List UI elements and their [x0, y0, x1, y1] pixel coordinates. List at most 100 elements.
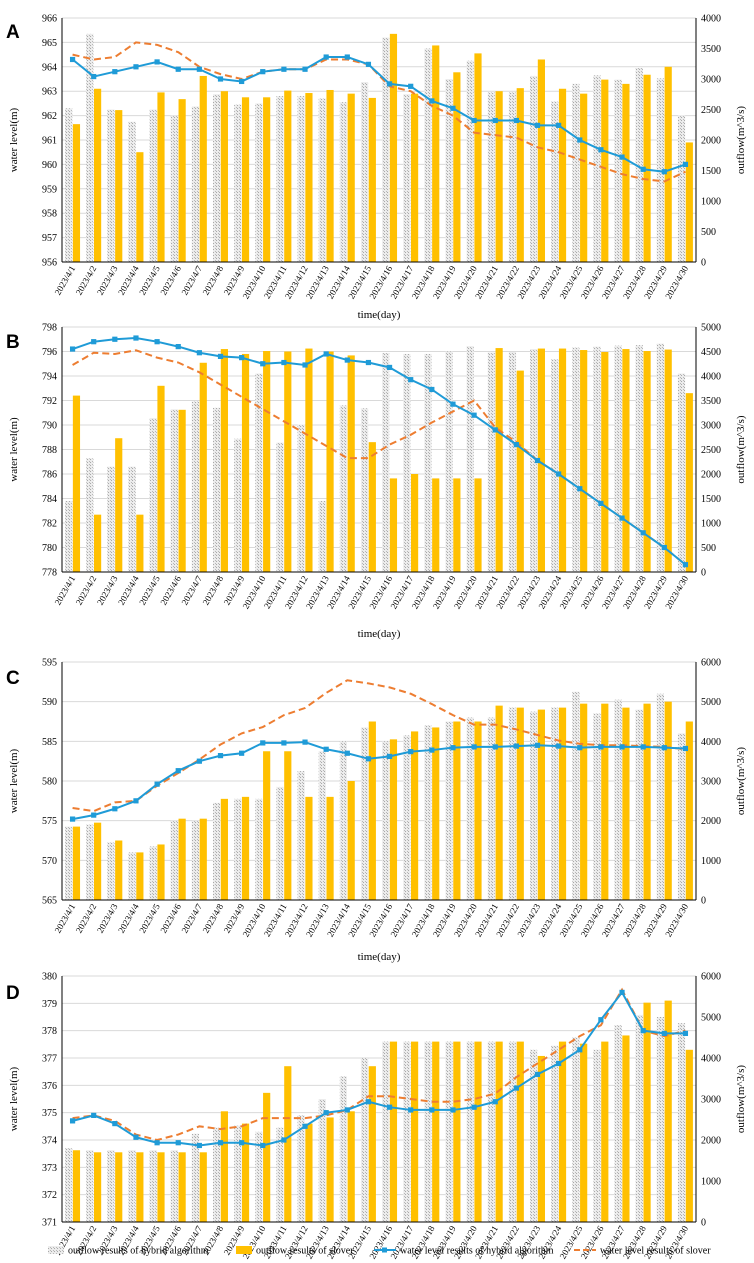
- panel-label: D: [6, 983, 20, 1004]
- marker-hybrid-water-level: [556, 122, 562, 128]
- marker-hybrid-water-level: [112, 806, 118, 812]
- marker-hybrid-water-level: [365, 359, 372, 366]
- marker-hybrid-water-level: [471, 412, 477, 418]
- bar-solver-outflow: [516, 370, 524, 572]
- bar-hybrid-outflow: [551, 359, 559, 572]
- bar-hybrid-outflow: [466, 717, 474, 900]
- y-axis-title: water level(m): [8, 417, 20, 482]
- bar-solver-outflow: [305, 796, 313, 900]
- y-tick-label: 376: [42, 1081, 57, 1092]
- bar-solver-outflow: [263, 351, 271, 572]
- marker-hybrid-water-level: [534, 1071, 541, 1077]
- bar-hybrid-outflow: [635, 1014, 643, 1222]
- bar-solver-outflow: [516, 1041, 524, 1222]
- bar-solver-outflow: [178, 409, 186, 572]
- bar-hybrid-outflow: [487, 1041, 495, 1222]
- y-tick-label: 965: [42, 38, 57, 49]
- bar-solver-outflow: [537, 1055, 545, 1222]
- bar-solver-outflow: [558, 88, 567, 262]
- marker-hybrid-water-level: [302, 362, 308, 368]
- marker-hybrid-water-level: [196, 758, 202, 764]
- bar-hybrid-outflow: [149, 846, 157, 900]
- bar-hybrid-outflow: [128, 121, 136, 262]
- legend-item-hybrid-outflow: outflow results of hybrid algorithm: [48, 1246, 209, 1257]
- bar-solver-outflow: [115, 1152, 123, 1222]
- bar-hybrid-outflow: [297, 96, 305, 262]
- bar-hybrid-outflow: [445, 721, 453, 900]
- y-tick-label: 585: [42, 737, 57, 748]
- y-tick-label: 798: [42, 323, 57, 334]
- bar-solver-outflow: [432, 1041, 440, 1222]
- marker-hybrid-water-level: [239, 750, 245, 756]
- legend-label: outflow results of hybrid algorithm: [68, 1246, 209, 1257]
- marker-hybrid-water-level: [344, 1107, 350, 1113]
- bar-solver-outflow: [411, 474, 419, 572]
- bar-solver-outflow: [72, 826, 81, 900]
- bar-solver-outflow: [453, 478, 461, 572]
- bar-hybrid-outflow: [466, 1041, 474, 1222]
- marker-hybrid-water-level: [91, 339, 97, 345]
- bar-hybrid-outflow: [339, 741, 347, 900]
- bar-hybrid-outflow: [635, 68, 643, 263]
- marker-hybrid-water-level: [175, 344, 181, 350]
- bar-solver-outflow: [284, 1066, 292, 1222]
- bar-hybrid-outflow: [424, 1041, 432, 1222]
- y-tick-label: 780: [42, 543, 57, 554]
- bar-solver-outflow: [220, 798, 228, 900]
- marker-hybrid-water-level: [682, 1030, 689, 1036]
- y-tick-label: 570: [42, 856, 57, 867]
- marker-hybrid-water-level: [513, 1085, 519, 1091]
- y2-tick-label: 1500: [701, 166, 721, 177]
- marker-hybrid-water-level: [513, 442, 519, 448]
- bar-solver-outflow: [453, 721, 461, 900]
- marker-hybrid-water-level: [260, 69, 266, 75]
- marker-hybrid-water-level: [323, 1110, 329, 1116]
- bar-hybrid-outflow: [170, 115, 178, 262]
- y2-tick-label: 3500: [701, 44, 721, 55]
- y-tick-label: 957: [42, 233, 57, 244]
- marker-hybrid-water-level: [69, 816, 76, 822]
- marker-hybrid-water-level: [492, 427, 498, 433]
- bar-solver-outflow: [263, 751, 271, 900]
- bar-solver-outflow: [495, 1041, 503, 1222]
- bar-solver-outflow: [601, 351, 609, 572]
- bar-solver-outflow: [94, 88, 102, 262]
- bar-solver-outflow: [326, 796, 334, 900]
- bar-solver-outflow: [347, 1111, 355, 1222]
- marker-hybrid-water-level: [408, 83, 414, 89]
- marker-hybrid-water-level: [534, 122, 541, 128]
- marker-hybrid-water-level: [619, 989, 625, 995]
- marker-hybrid-water-level: [196, 66, 202, 72]
- chart-panels: A 956 957 958 959 960 961 962 963 964 965 966 0 500 10…: [6, 14, 747, 1261]
- bar-solver-outflow: [178, 1152, 186, 1222]
- bar-solver-outflow: [157, 92, 165, 262]
- y2-tick-label: 4000: [701, 1054, 721, 1065]
- marker-hybrid-water-level: [513, 743, 519, 749]
- marker-hybrid-water-level: [598, 744, 604, 750]
- y-tick-label: 374: [42, 1136, 57, 1147]
- bar-hybrid-outflow: [65, 826, 73, 900]
- marker-hybrid-water-level: [344, 357, 350, 363]
- marker-hybrid-water-level: [640, 744, 646, 750]
- legend-label: water level results of hybrid algorithm: [400, 1246, 554, 1257]
- y2-tick-label: 4500: [701, 347, 721, 358]
- y-tick-label: 959: [42, 184, 57, 195]
- bar-solver-outflow: [199, 1152, 207, 1222]
- bar-solver-outflow: [516, 88, 524, 263]
- marker-hybrid-water-level: [492, 117, 498, 124]
- bar-solver-outflow: [558, 707, 567, 900]
- marker-hybrid-water-level: [323, 351, 329, 357]
- marker-hybrid-water-level: [577, 486, 583, 492]
- marker-hybrid-water-level: [619, 744, 625, 750]
- marker-hybrid-water-level: [302, 66, 308, 72]
- y-tick-label: 960: [42, 160, 57, 171]
- bar-solver-outflow: [474, 53, 482, 262]
- bar-hybrid-outflow: [276, 96, 284, 262]
- bar-hybrid-outflow: [677, 733, 686, 900]
- y2-tick-label: 3000: [701, 1095, 721, 1106]
- y2-tick-label: 6000: [701, 972, 721, 983]
- bar-hybrid-outflow: [530, 1049, 538, 1222]
- bar-solver-outflow: [495, 705, 503, 900]
- x-axis-title: time(day): [358, 309, 401, 321]
- y2-tick-label: 5000: [701, 323, 721, 334]
